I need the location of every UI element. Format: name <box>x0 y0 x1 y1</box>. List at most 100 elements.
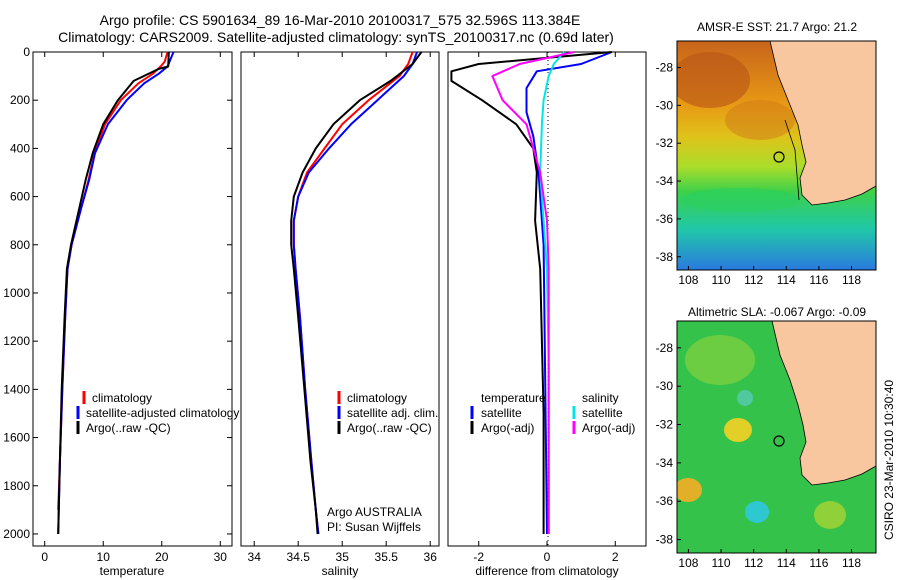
y-tick-label: 0 <box>23 45 30 59</box>
map-y-tick-label: -34 <box>656 174 674 188</box>
figure-title-line2: Climatology: CARS2009. Satellite-adjuste… <box>58 29 614 45</box>
x-tick-label: -2 <box>473 550 484 564</box>
legend-argo-label: Argo(..raw -QC) <box>347 421 432 435</box>
warm-patch <box>725 100 795 140</box>
argo-float-marker-sst <box>773 151 785 163</box>
x-tick-label: 20 <box>155 550 169 564</box>
y-tick-label: 1400 <box>3 382 30 396</box>
legend-salinity-heading: salinity <box>582 391 619 405</box>
map-x-tick-label: 118 <box>842 556 861 570</box>
map-x-tick-label: 108 <box>678 273 698 287</box>
map-x-tick-label: 108 <box>678 556 698 570</box>
map-x-tick-label: 114 <box>777 556 796 570</box>
difference-xlabel: difference from climatology <box>475 564 618 578</box>
map-x-tick-label: 112 <box>744 556 763 570</box>
salinity-xlabel: salinity <box>322 564 359 578</box>
x-tick-label: 35.5 <box>375 550 399 564</box>
warm-core <box>677 52 750 108</box>
legend-sal-argo-label: Argo(-adj) <box>582 421 635 435</box>
argo-float-marker-sla <box>773 435 785 447</box>
map-y-tick-label: -34 <box>656 456 674 470</box>
sla-high-2 <box>677 478 702 502</box>
map-x-tick-label: 116 <box>809 556 828 570</box>
coast-contour <box>784 119 800 201</box>
legend-temp-argo-label: Argo(-adj) <box>481 421 534 435</box>
figure-title-line1: Argo profile: CS 5901634_89 16-Mar-2010 … <box>100 12 581 28</box>
y-tick-label: 200 <box>10 93 30 107</box>
map-x-tick-label: 118 <box>842 273 861 287</box>
series-temperature-argo-adj <box>450 51 612 534</box>
series-argo-raw-qc <box>290 51 423 535</box>
salinity-panel: 34 34.5 35 35.5 36 salinity climatology sate… <box>240 51 440 578</box>
sla-low-2 <box>737 390 753 406</box>
temperature-xlabel: temperature <box>100 564 165 578</box>
difference-panel: -2 0 2 difference from climatology tempera… <box>447 51 647 578</box>
land-mass <box>771 321 876 486</box>
sla-map: Altimetric SLA: -0.067 Argo: -0.09 -28 -3… <box>656 305 877 570</box>
y-tick-label: 600 <box>10 190 30 204</box>
sst-map: AMSR-E SST: 21.7 Argo: 21.2 -28 -30 -32 -34… <box>656 20 877 287</box>
sla-high-1 <box>724 418 752 442</box>
map-y-tick-label: -30 <box>656 98 674 112</box>
map-x-tick-label: 110 <box>711 556 730 570</box>
legend-satellite-label: satellite-adjusted climatology <box>86 406 239 420</box>
map-y-tick-label: -36 <box>656 212 674 226</box>
temperature-legend: climatology satellite-adjusted climatolo… <box>76 391 239 435</box>
series-temperature-satellite <box>525 51 613 535</box>
sst-map-title: AMSR-E SST: 21.7 Argo: 21.2 <box>697 20 857 34</box>
y-tick-label: 1200 <box>3 334 30 348</box>
map-x-tick-label: 110 <box>711 273 730 287</box>
x-tick-label: 30 <box>214 550 228 564</box>
y-tick-label: 2000 <box>3 527 30 541</box>
series-argo-raw-qc <box>57 51 170 535</box>
map-y-tick-label: -36 <box>656 494 674 508</box>
legend-temp-satellite-label: satellite <box>481 406 522 420</box>
y-tick-label: 1000 <box>3 286 30 300</box>
y-tick-label: 400 <box>10 141 30 155</box>
y-tick-label: 800 <box>10 238 30 252</box>
map-y-tick-label: -38 <box>656 533 674 547</box>
x-tick-label: 34.5 <box>287 550 311 564</box>
x-tick-label: 34 <box>248 550 262 564</box>
green-band <box>680 188 800 212</box>
sla-map-frame <box>676 320 877 554</box>
map-x-tick-label: 112 <box>744 273 763 287</box>
pi-annotation: PI: Susan Wijffels <box>327 520 421 534</box>
map-y-tick-label: -32 <box>656 418 674 432</box>
y-tick-label: 1600 <box>3 431 30 445</box>
legend-temperature-heading: temperature <box>481 391 546 405</box>
legend-climatology-label: climatology <box>92 391 152 405</box>
series-salinity-argo-adj <box>491 51 575 534</box>
map-x-tick-label: 114 <box>777 273 796 287</box>
sst-map-frame <box>676 40 877 271</box>
map-y-tick-label: -32 <box>656 136 674 150</box>
map-x-tick-label: 116 <box>809 273 828 287</box>
temperature-panel: 0 10 20 30 02004006008001000120014001600180… <box>3 45 646 578</box>
legend-climatology-label: climatology <box>347 391 407 405</box>
salinity-plot-frame <box>240 51 440 547</box>
credit-text: CSIRO 23-Mar-2010 10:30:40 <box>882 380 896 540</box>
sla-patch <box>685 335 755 385</box>
salinity-legend: climatology satellite adj. clim. Argo(..… <box>337 391 438 435</box>
legend-argo-label: Argo(..raw -QC) <box>86 421 171 435</box>
sla-map-title: Altimetric SLA: -0.067 Argo: -0.09 <box>688 305 866 319</box>
x-tick-label: 35 <box>336 550 350 564</box>
sla-patch-2 <box>814 501 846 529</box>
land-mass <box>769 41 876 206</box>
map-y-tick-label: -28 <box>656 341 674 355</box>
x-tick-label: 0 <box>544 550 551 564</box>
map-y-tick-label: -28 <box>656 60 674 74</box>
argo-australia-annotation: Argo AUSTRALIA <box>327 505 422 519</box>
x-tick-label: 36 <box>424 550 438 564</box>
map-y-tick-label: -38 <box>656 250 674 264</box>
temperature-plot-frame <box>32 51 233 547</box>
x-tick-label: 10 <box>97 550 111 564</box>
x-tick-label: 0 <box>41 550 48 564</box>
difference-legend: temperature satellite Argo(-adj) salinit… <box>470 391 635 435</box>
x-tick-label: 2 <box>612 550 619 564</box>
legend-sal-satellite-label: satellite <box>582 406 623 420</box>
legend-satellite-label: satellite adj. clim. <box>347 406 438 420</box>
map-y-tick-label: -30 <box>656 379 674 393</box>
sla-low-1 <box>745 501 769 523</box>
